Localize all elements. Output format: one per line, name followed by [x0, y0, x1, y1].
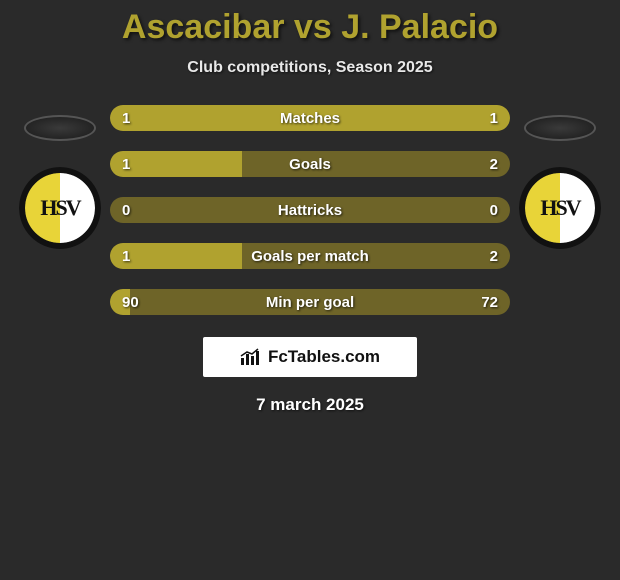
bar-label: Goals per match — [110, 243, 510, 269]
stat-bar: 9072Min per goal — [110, 289, 510, 315]
player1-name: Ascacibar — [122, 8, 285, 46]
bar-label: Matches — [110, 105, 510, 131]
player2-photo-placeholder — [524, 115, 596, 141]
brand-box: FcTables.com — [203, 337, 417, 377]
stat-bar: 11Matches — [110, 105, 510, 131]
stat-bar: 00Hattricks — [110, 197, 510, 223]
stat-bar: 12Goals — [110, 151, 510, 177]
stat-bars: 11Matches 12Goals 00Hattricks 12Goals per m… — [110, 105, 510, 315]
vs-text: vs — [294, 8, 332, 46]
player1-photo-placeholder — [24, 115, 96, 141]
main-area: HSV 11Matches 12Goals 00Hattricks 12Goals p… — [0, 105, 620, 315]
comparison-card: Ascacibar vs J. Palacio Club competition… — [0, 0, 620, 415]
logo-letters: HSV — [19, 167, 101, 249]
bar-label: Hattricks — [110, 197, 510, 223]
logo-letters: HSV — [519, 167, 601, 249]
right-side-column: HSV — [510, 105, 610, 249]
player2-club-logo: HSV — [519, 167, 601, 249]
brand-text: FcTables.com — [268, 347, 380, 367]
bar-label: Min per goal — [110, 289, 510, 315]
title: Ascacibar vs J. Palacio — [0, 8, 620, 47]
player2-name: J. Palacio — [341, 8, 498, 46]
left-side-column: HSV — [10, 105, 110, 249]
bar-label: Goals — [110, 151, 510, 177]
player1-club-logo: HSV — [19, 167, 101, 249]
brand-chart-icon — [240, 348, 262, 366]
stat-bar: 12Goals per match — [110, 243, 510, 269]
date-line: 7 march 2025 — [0, 395, 620, 415]
subtitle: Club competitions, Season 2025 — [0, 59, 620, 77]
